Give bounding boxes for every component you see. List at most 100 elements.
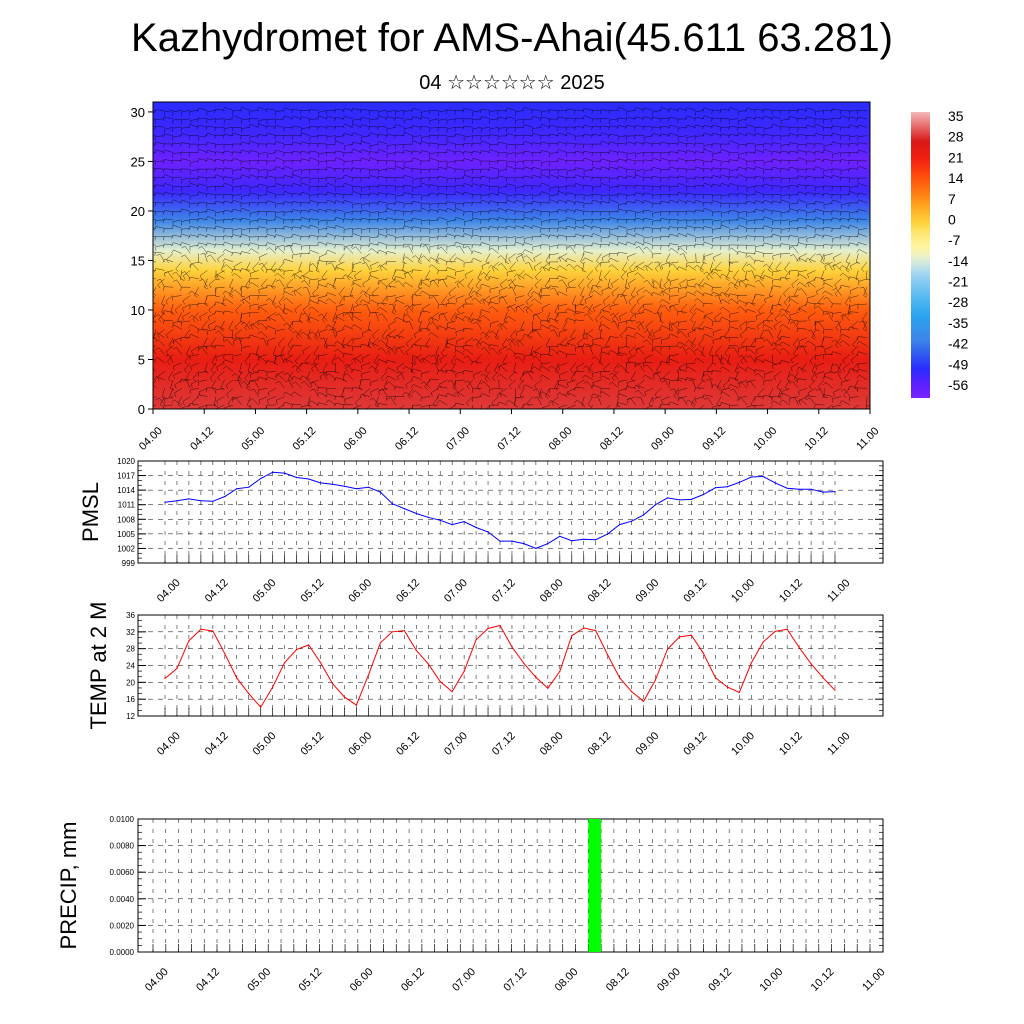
wind-barb bbox=[811, 362, 816, 372]
wind-barb bbox=[695, 236, 705, 239]
wind-barb-flag bbox=[611, 292, 614, 297]
wind-barb bbox=[176, 279, 182, 288]
wind-barb-flag bbox=[634, 272, 638, 276]
wind-barb bbox=[734, 278, 739, 287]
wind-barb bbox=[302, 345, 311, 352]
wind-barb-flag bbox=[499, 350, 501, 355]
wind-barb bbox=[755, 250, 765, 254]
wind-barb-flag bbox=[548, 219, 550, 224]
wind-barb bbox=[164, 396, 174, 400]
wind-barb-flag bbox=[560, 343, 563, 348]
wind-barb bbox=[174, 387, 182, 394]
wind-barb-flag bbox=[485, 261, 490, 264]
wind-barb bbox=[353, 282, 362, 288]
wind-barb-flag bbox=[148, 400, 149, 404]
wind-barb-flag bbox=[842, 368, 846, 373]
wind-barb-flag bbox=[685, 192, 688, 197]
wind-barb-flag bbox=[736, 251, 739, 256]
wind-barb-flag bbox=[445, 261, 448, 266]
wind-barb-flag bbox=[745, 235, 747, 240]
wind-barb bbox=[635, 192, 645, 195]
wind-barb-flag bbox=[570, 378, 575, 382]
wind-barb-flag bbox=[554, 320, 559, 324]
wind-barb-flag bbox=[643, 246, 647, 250]
wind-barb bbox=[806, 302, 816, 305]
wind-barb bbox=[728, 253, 731, 263]
wind-barb-flag bbox=[299, 182, 303, 187]
wind-barb bbox=[390, 347, 397, 355]
wind-barb bbox=[329, 373, 337, 380]
wind-barb-flag bbox=[856, 166, 859, 170]
wind-barb bbox=[438, 325, 448, 330]
wind-barb bbox=[218, 330, 225, 338]
wind-barb-flag bbox=[768, 295, 773, 298]
wind-barb-flag bbox=[616, 193, 619, 198]
wind-barb bbox=[756, 320, 765, 327]
wind-barb-flag bbox=[200, 253, 205, 255]
wind-barb-flag bbox=[583, 338, 588, 340]
wind-barb-flag bbox=[533, 257, 536, 262]
wind-barb-flag bbox=[381, 336, 385, 340]
wind-barb bbox=[532, 225, 542, 229]
wind-barb bbox=[712, 211, 722, 213]
wind-barb-flag bbox=[693, 357, 697, 362]
wind-barb bbox=[523, 184, 533, 187]
wind-barb-flag bbox=[599, 218, 602, 223]
wind-barb-flag bbox=[679, 283, 682, 288]
wind-barb bbox=[703, 371, 713, 373]
wind-barb-flag bbox=[352, 264, 354, 269]
wind-barb bbox=[652, 345, 662, 348]
wind-barb-flag bbox=[540, 244, 542, 249]
wind-barb bbox=[583, 329, 585, 339]
wind-barb bbox=[263, 337, 268, 347]
wind-barb-flag bbox=[239, 268, 242, 273]
wind-barb-flag bbox=[341, 346, 346, 349]
wind-barb bbox=[199, 387, 208, 393]
wind-barb bbox=[270, 278, 277, 287]
wind-barb bbox=[784, 270, 791, 278]
wind-barb-flag bbox=[762, 242, 765, 247]
wind-barb bbox=[425, 245, 431, 254]
wind-barb bbox=[346, 373, 354, 380]
wind-barb bbox=[211, 379, 217, 388]
wind-barb-flag bbox=[462, 175, 465, 180]
wind-barb bbox=[825, 382, 833, 389]
wind-barb bbox=[431, 332, 439, 338]
wind-barb bbox=[215, 158, 225, 162]
wind-barb bbox=[464, 175, 474, 179]
wind-barb bbox=[683, 253, 688, 262]
wind-barb bbox=[346, 246, 354, 254]
wind-barb-flag bbox=[422, 359, 425, 364]
wind-barb-flag bbox=[818, 386, 822, 390]
wind-barb-flag bbox=[222, 200, 225, 205]
wind-barb bbox=[764, 371, 773, 375]
wind-barb bbox=[850, 286, 859, 291]
wind-barb-flag bbox=[266, 160, 268, 165]
wind-barb-flag bbox=[496, 175, 499, 180]
wind-barb bbox=[344, 218, 354, 221]
wind-barb-flag bbox=[702, 373, 707, 377]
wind-barb bbox=[395, 166, 405, 170]
wind-barb-flag bbox=[405, 384, 408, 389]
wind-barb-flag bbox=[497, 365, 501, 369]
wind-barb bbox=[318, 209, 328, 212]
wind-barb-flag bbox=[282, 401, 285, 406]
wind-barb-flag bbox=[548, 228, 550, 233]
wind-barb bbox=[669, 320, 671, 330]
wind-barb bbox=[225, 379, 234, 386]
wind-barb bbox=[446, 261, 456, 263]
wind-barb bbox=[468, 312, 474, 321]
wind-barb bbox=[174, 399, 182, 406]
wind-barb bbox=[718, 295, 722, 305]
wind-barb bbox=[833, 387, 842, 393]
wind-barb bbox=[283, 303, 285, 314]
wind-barb bbox=[780, 194, 790, 196]
wind-barb bbox=[515, 303, 525, 308]
wind-barb bbox=[241, 194, 251, 197]
wind-barb bbox=[293, 376, 302, 381]
wind-barb-flag bbox=[285, 359, 288, 364]
wind-barb-flag bbox=[334, 244, 336, 249]
wind-barb-flag bbox=[272, 303, 276, 307]
wind-barb bbox=[467, 380, 474, 389]
wind-barb-flag bbox=[233, 266, 236, 271]
